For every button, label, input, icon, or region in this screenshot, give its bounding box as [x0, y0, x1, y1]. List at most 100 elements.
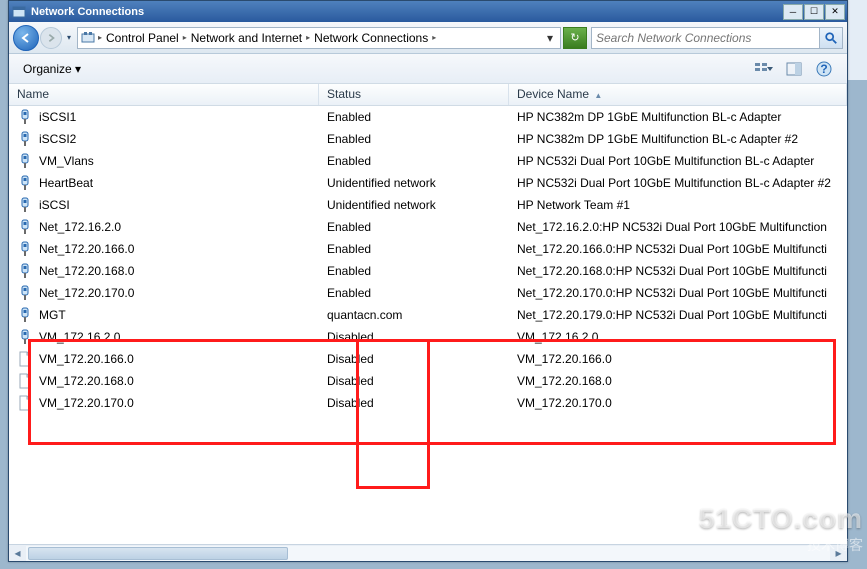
cell-status: Disabled	[319, 374, 509, 388]
connection-name: VM_172.20.170.0	[39, 396, 134, 410]
cell-name: Net_172.20.170.0	[9, 285, 319, 301]
connection-row[interactable]: iSCSI1EnabledHP NC382m DP 1GbE Multifunc…	[9, 106, 847, 128]
connection-row[interactable]: VM_VlansEnabledHP NC532i Dual Port 10GbE…	[9, 150, 847, 172]
cell-name: VM_172.16.2.0	[9, 329, 319, 345]
watermark-line1: 51CTO.com	[699, 503, 863, 535]
connection-name: Net_172.20.170.0	[39, 286, 134, 300]
breadcrumb-seg[interactable]: Network and Internet	[187, 31, 306, 45]
breadcrumb-seg[interactable]: Network Connections	[310, 31, 432, 45]
cell-device: VM_172.20.170.0	[509, 396, 847, 410]
blank-file-icon	[17, 395, 33, 411]
blank-file-icon	[17, 351, 33, 367]
connection-row[interactable]: HeartBeat Unidentified networkHP NC532i D…	[9, 172, 847, 194]
breadcrumb-seg[interactable]: Control Panel	[102, 31, 183, 45]
network-adapter-icon	[17, 153, 33, 169]
minimize-button[interactable]: ─	[783, 4, 803, 20]
address-bar[interactable]: ▸ Control Panel ▸ Network and Internet ▸…	[77, 27, 561, 49]
network-adapter-icon	[17, 307, 33, 323]
nav-forward-button[interactable]	[40, 27, 62, 49]
network-adapter-icon	[17, 131, 33, 147]
connection-row[interactable]: VM_172.20.168.0DisabledVM_172.20.168.0	[9, 370, 847, 392]
connection-name: Net_172.20.166.0	[39, 242, 134, 256]
cell-status: Unidentified network	[319, 198, 509, 212]
cell-status: Enabled	[319, 132, 509, 146]
cell-name: Net_172.16.2.0	[9, 219, 319, 235]
col-status-label: Status	[327, 87, 361, 101]
cell-device: HP NC532i Dual Port 10GbE Multifunction …	[509, 176, 847, 190]
col-device-label: Device Name	[517, 87, 589, 101]
help-button[interactable]: ?	[811, 58, 837, 80]
cell-device: VM_172.16.2.0	[509, 330, 847, 344]
cell-name: iSCSI2	[9, 131, 319, 147]
cell-name: MGT	[9, 307, 319, 323]
cell-status: Enabled	[319, 110, 509, 124]
organize-menu[interactable]: Organize ▾	[19, 60, 85, 78]
refresh-button[interactable]: ↻	[563, 27, 587, 49]
connection-row[interactable]: VM_172.20.166.0DisabledVM_172.20.166.0	[9, 348, 847, 370]
network-adapter-icon	[17, 197, 33, 213]
nav-back-button[interactable]	[13, 25, 39, 51]
search-input[interactable]	[591, 27, 819, 49]
connection-name: MGT	[39, 308, 66, 322]
col-name[interactable]: Name	[9, 84, 319, 105]
watermark: 51CTO.com 技术博客	[699, 503, 863, 555]
connection-name: HeartBeat	[39, 176, 93, 190]
window-title: Network Connections	[31, 6, 782, 18]
command-bar: Organize ▾ ?	[9, 54, 847, 84]
maximize-button[interactable]: ☐	[804, 4, 824, 20]
cell-name: VM_172.20.170.0	[9, 395, 319, 411]
cell-name: Net_172.20.168.0	[9, 263, 319, 279]
cell-device: Net_172.16.2.0:HP NC532i Dual Port 10GbE…	[509, 220, 847, 234]
cell-status: Enabled	[319, 264, 509, 278]
cell-device: HP NC532i Dual Port 10GbE Multifunction …	[509, 154, 847, 168]
nav-history-dropdown[interactable]: ▾	[63, 26, 75, 50]
connection-row[interactable]: iSCSI Unidentified networkHP Network Team…	[9, 194, 847, 216]
cell-device: HP NC382m DP 1GbE Multifunction BL-c Ada…	[509, 110, 847, 124]
network-adapter-icon	[17, 109, 33, 125]
network-adapter-icon	[17, 285, 33, 301]
connection-row[interactable]: Net_172.16.2.0EnabledNet_172.16.2.0:HP N…	[9, 216, 847, 238]
explorer-window: Network Connections ─ ☐ ✕ ▾ ▸ Control Pa…	[8, 0, 848, 562]
network-adapter-icon	[17, 329, 33, 345]
svg-text:?: ?	[820, 62, 827, 76]
preview-pane-button[interactable]	[781, 58, 807, 80]
col-name-label: Name	[17, 87, 49, 101]
connection-row[interactable]: Net_172.20.170.0EnabledNet_172.20.170.0:…	[9, 282, 847, 304]
connection-row[interactable]: Net_172.20.166.0EnabledNet_172.20.166.0:…	[9, 238, 847, 260]
cell-status: Enabled	[319, 242, 509, 256]
title-bar[interactable]: Network Connections ─ ☐ ✕	[9, 1, 847, 22]
chevron-icon: ▸	[432, 33, 436, 42]
scroll-left-arrow[interactable]: ◂	[9, 546, 26, 561]
scroll-thumb[interactable]	[28, 547, 288, 560]
search-go-button[interactable]	[819, 27, 843, 49]
cell-name: VM_Vlans	[9, 153, 319, 169]
address-dropdown[interactable]: ▾	[542, 31, 558, 45]
cell-device: HP NC382m DP 1GbE Multifunction BL-c Ada…	[509, 132, 847, 146]
network-adapter-icon	[17, 241, 33, 257]
connection-row[interactable]: MGTquantacn.comNet_172.20.179.0:HP NC532…	[9, 304, 847, 326]
connection-row[interactable]: iSCSI2 EnabledHP NC382m DP 1GbE Multifunc…	[9, 128, 847, 150]
window-icon	[11, 4, 27, 20]
cell-status: Enabled	[319, 220, 509, 234]
connection-row[interactable]: Net_172.20.168.0EnabledNet_172.20.168.0:…	[9, 260, 847, 282]
col-device[interactable]: Device Name ▲	[509, 84, 847, 105]
connection-name: VM_172.20.166.0	[39, 352, 134, 366]
close-button[interactable]: ✕	[825, 4, 845, 20]
connection-row[interactable]: VM_172.16.2.0DisabledVM_172.16.2.0	[9, 326, 847, 348]
cell-status: Disabled	[319, 396, 509, 410]
cell-name: Net_172.20.166.0	[9, 241, 319, 257]
network-adapter-icon	[17, 175, 33, 191]
cell-device: HP Network Team #1	[509, 198, 847, 212]
view-options-button[interactable]	[751, 58, 777, 80]
col-status[interactable]: Status	[319, 84, 509, 105]
cell-status: Enabled	[319, 154, 509, 168]
column-headers: Name Status Device Name ▲	[9, 84, 847, 106]
connection-name: VM_172.20.168.0	[39, 374, 134, 388]
connection-row[interactable]: VM_172.20.170.0DisabledVM_172.20.170.0	[9, 392, 847, 414]
address-icon	[80, 30, 96, 46]
cell-device: VM_172.20.168.0	[509, 374, 847, 388]
connection-name: iSCSI2	[39, 132, 76, 146]
cell-status: Enabled	[319, 286, 509, 300]
cell-status: Unidentified network	[319, 176, 509, 190]
connection-name: iSCSI	[39, 198, 70, 212]
